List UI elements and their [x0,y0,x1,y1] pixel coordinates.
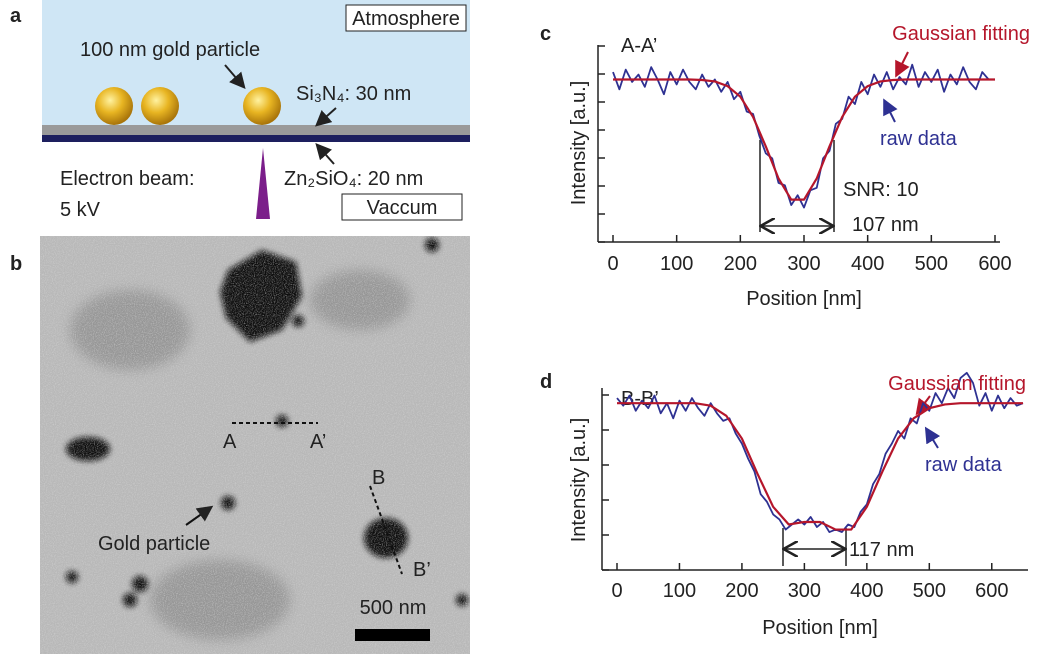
label: 100 nm gold particle [80,39,260,61]
x-tick-label: 500 [915,253,948,275]
annotation: 117 nm [849,539,914,561]
panel-label: b [10,253,22,275]
si3n4-layer [42,125,470,135]
panel-label: d [540,371,552,393]
arrow [315,143,335,165]
label: Si₃N₄: 30 nm [296,83,411,105]
panel-label: a [10,5,22,27]
panel-a: a Atmosphere 100 nm gold particle Si₃N₄:… [10,0,470,221]
arrow [924,426,941,449]
x-tick-label: 200 [725,580,758,602]
x-axis-label: Position [nm] [762,617,878,639]
annotation: 107 nm [852,214,919,236]
x-tick-label: 100 [660,253,693,275]
x-tick-label: 300 [787,253,820,275]
fit-line [613,78,995,201]
sem-image [40,236,470,654]
label-box [345,4,467,32]
arrow [895,51,910,78]
gold-particle [243,87,281,125]
label: A’ [310,431,326,453]
arrow [224,64,246,90]
scale-label: 500 nm [360,597,427,619]
x-tick-label: 400 [851,253,884,275]
x-tick-label: 500 [913,580,946,602]
x-axis-label: Position [nm] [746,288,862,310]
y-axis-label: Intensity [a.u.] [568,81,590,206]
zn2sio4-layer [42,135,470,142]
label: 5 kV [60,199,101,221]
series-label: Gaussian fitting [892,23,1030,45]
x-tick-label: 200 [724,253,757,275]
gold-particle [141,87,179,125]
x-tick-label: 300 [788,580,821,602]
chart-title: A-A’ [621,35,657,57]
label: B’ [413,559,431,581]
x-tick-label: 0 [607,253,618,275]
label: Electron beam: [60,168,195,190]
x-tick-label: 400 [850,580,883,602]
gold-particle [95,87,133,125]
series-label: Gaussian fitting [888,373,1026,395]
label: B [372,467,385,489]
label-box [341,193,463,221]
series-label: raw data [880,128,958,150]
arrow [315,107,337,127]
panel-label: c [540,23,551,45]
scale-bar [355,629,430,641]
arrow [185,505,214,526]
x-tick-label: 600 [978,253,1011,275]
electron-beam [256,148,270,219]
panel-b: b A A’ B B’ Gold particle 500 nm [10,236,470,654]
profile-line [369,485,403,575]
x-tick-label: 600 [975,580,1008,602]
label: Vaccum [367,197,438,219]
label: A [223,431,237,453]
series-label: raw data [925,454,1003,476]
label: Gold particle [98,533,210,555]
label: Zn₂SiO₄: 20 nm [284,168,423,190]
fit-line [617,402,1023,531]
raw-line [612,63,990,209]
label: Atmosphere [352,8,460,30]
arrow [883,98,898,123]
annotation: SNR: 10 [843,179,919,201]
y-axis-label: Intensity [a.u.] [568,418,590,543]
x-tick-label: 0 [611,580,622,602]
raw-line [616,371,1024,533]
x-tick-label: 100 [663,580,696,602]
